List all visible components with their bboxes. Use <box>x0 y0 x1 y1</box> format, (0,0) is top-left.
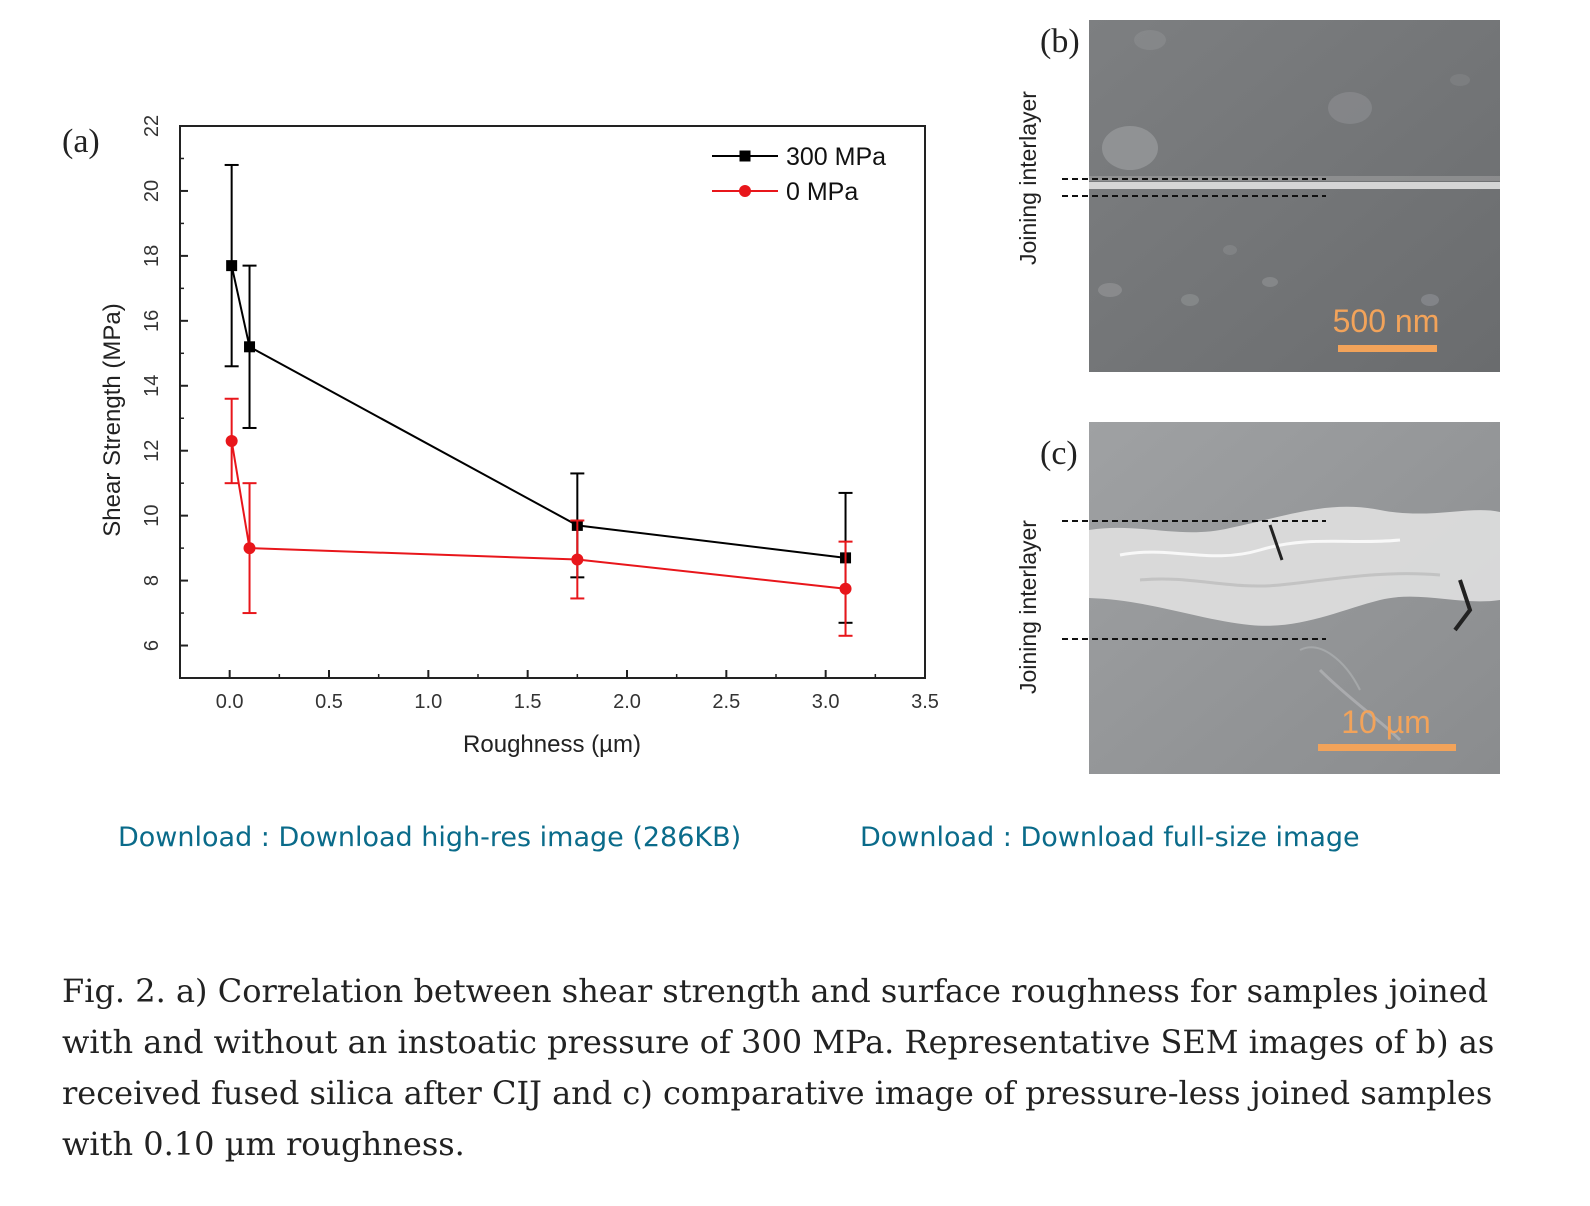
panel-b-side-label: Joining interlayer <box>1015 91 1041 265</box>
legend-entry-0: 300 MPa <box>712 143 886 171</box>
plot-frame <box>179 125 926 679</box>
legend-label: 300 MPa <box>786 143 886 171</box>
x-tick-label: 3.0 <box>812 691 840 713</box>
legend-marker <box>739 185 751 197</box>
panel-a-label: (a) <box>62 123 100 160</box>
panel-c-side-label: Joining interlayer <box>1015 520 1041 694</box>
panel-b-label: (b) <box>1040 23 1080 60</box>
series-line <box>230 265 846 559</box>
y-tick-label: 8 <box>141 575 163 586</box>
y-axis: 6 8 10 12 14 16 18 20 22 <box>141 115 188 679</box>
series-layer <box>224 163 853 637</box>
legend-label: 0 MPa <box>786 178 858 206</box>
legend: 300 MPa 0 MPa <box>712 143 886 206</box>
y-tick-label: 10 <box>141 505 163 527</box>
x-axis: 0.0 0.5 1.0 1.5 2.0 2.5 3.0 3.5 <box>179 670 939 713</box>
x-tick-label: 2.5 <box>712 691 740 713</box>
series-0 <box>224 163 853 624</box>
scale-bar-b <box>1338 345 1437 352</box>
data-point <box>225 434 238 447</box>
series-1 <box>224 397 853 637</box>
y-tick-label: 20 <box>141 180 163 202</box>
y-tick-label: 16 <box>141 310 163 332</box>
x-tick-label: 1.5 <box>514 691 542 713</box>
download-high-res-link[interactable]: Download : Download high-res image (286K… <box>118 822 742 853</box>
figure-svg: (a) 0.0 0.5 1.0 1.5 2.0 2.5 3.0 3.5 6 8 10 12 14 16 1… <box>62 20 1500 774</box>
y-tick-label: 14 <box>141 375 163 397</box>
y-tick-label: 18 <box>141 245 163 267</box>
data-point <box>839 582 852 595</box>
data-point <box>571 553 584 566</box>
y-tick-label: 6 <box>141 640 163 651</box>
legend-entry-1: 0 MPa <box>712 178 858 206</box>
figure-caption: Fig. 2. a) Correlation between shear str… <box>62 972 1495 1163</box>
x-tick-label: 2.0 <box>613 691 641 713</box>
data-point <box>226 260 238 272</box>
x-axis-title: Roughness (µm) <box>463 731 641 758</box>
x-tick-label: 1.0 <box>414 691 442 713</box>
panel-c-label: (c) <box>1040 435 1078 472</box>
scale-bar-c <box>1318 744 1456 751</box>
x-tick-label: 0.5 <box>315 691 343 713</box>
download-full-size-link[interactable]: Download : Download full-size image <box>860 822 1360 853</box>
y-axis-title: Shear Strength (MPa) <box>99 303 126 536</box>
scale-bar-c-label: 10 µm <box>1341 704 1431 740</box>
scale-bar-b-label: 500 nm <box>1333 303 1440 339</box>
sem-image-c-texture <box>1089 506 1500 742</box>
legend-marker <box>739 150 751 162</box>
x-tick-label: 0.0 <box>216 691 244 713</box>
data-point <box>244 341 256 353</box>
x-tick-label: 3.5 <box>911 691 939 713</box>
series-line <box>230 440 846 590</box>
data-point <box>243 542 256 555</box>
y-tick-label: 12 <box>141 440 163 462</box>
y-tick-label: 22 <box>141 115 163 137</box>
